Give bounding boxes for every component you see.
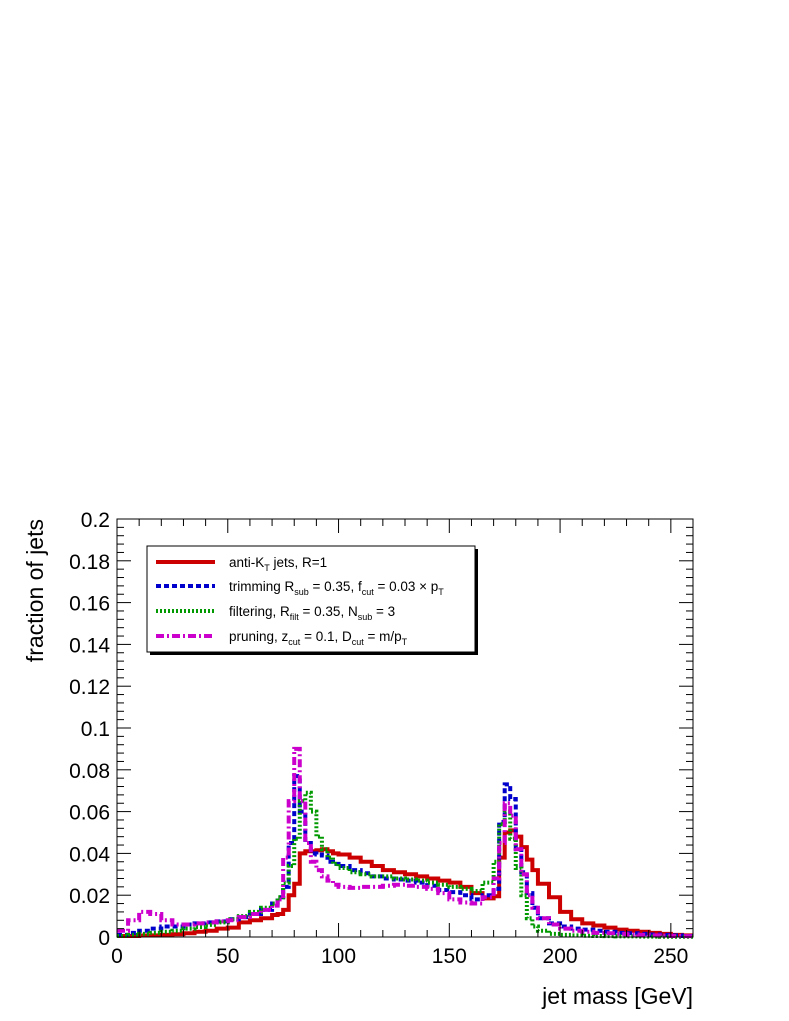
- y-tick-label: 0.1: [81, 718, 110, 741]
- x-tick-label: 50: [216, 945, 239, 968]
- x-axis-title: jet mass [GeV]: [541, 983, 693, 1009]
- y-tick-label: 0.18: [69, 551, 110, 574]
- series-line-4: [117, 746, 693, 939]
- y-tick-label: 0.12: [69, 676, 110, 699]
- legend: anti-KT jets, R=1 trimming Rsub = 0.35, f…: [146, 545, 478, 655]
- y-tick-label: 0.16: [69, 593, 110, 616]
- y-tick-label: 0.2: [81, 509, 110, 532]
- axes-layer: 0 0.02 0.04 0.06 0.08 0.1 0.12 0.14 0.16 0.18 0.2 0…: [69, 509, 694, 968]
- y-tick-label: 0: [98, 927, 110, 950]
- x-tick-label: 100: [321, 945, 356, 968]
- series-line-1: [117, 828, 693, 938]
- y-tick-label: 0.06: [69, 802, 110, 825]
- legend-label-4: pruning, zcut = 0.1, Dcut = m/pT: [229, 629, 408, 647]
- series-line-3: [117, 790, 693, 939]
- series-layer: [117, 746, 693, 939]
- legend-label-2: trimming Rsub = 0.35, fcut = 0.03 × pT: [229, 579, 444, 597]
- series-line-2: [117, 774, 693, 938]
- x-tick-label: 250: [653, 945, 688, 968]
- x-tick-label: 0: [111, 945, 123, 968]
- y-tick-label: 0.02: [69, 885, 110, 908]
- y-tick-label: 0.14: [69, 634, 110, 657]
- x-tick-label: 150: [432, 945, 467, 968]
- y-tick-label: 0.04: [69, 843, 110, 866]
- legend-label-1: anti-KT jets, R=1: [229, 555, 327, 573]
- legend-label-3: filtering, Rfilt = 0.35, Nsub = 3: [229, 604, 395, 622]
- y-tick-label: 0.08: [69, 760, 110, 783]
- y-axis-title: fraction of jets: [22, 519, 48, 662]
- x-tick-label: 200: [543, 945, 578, 968]
